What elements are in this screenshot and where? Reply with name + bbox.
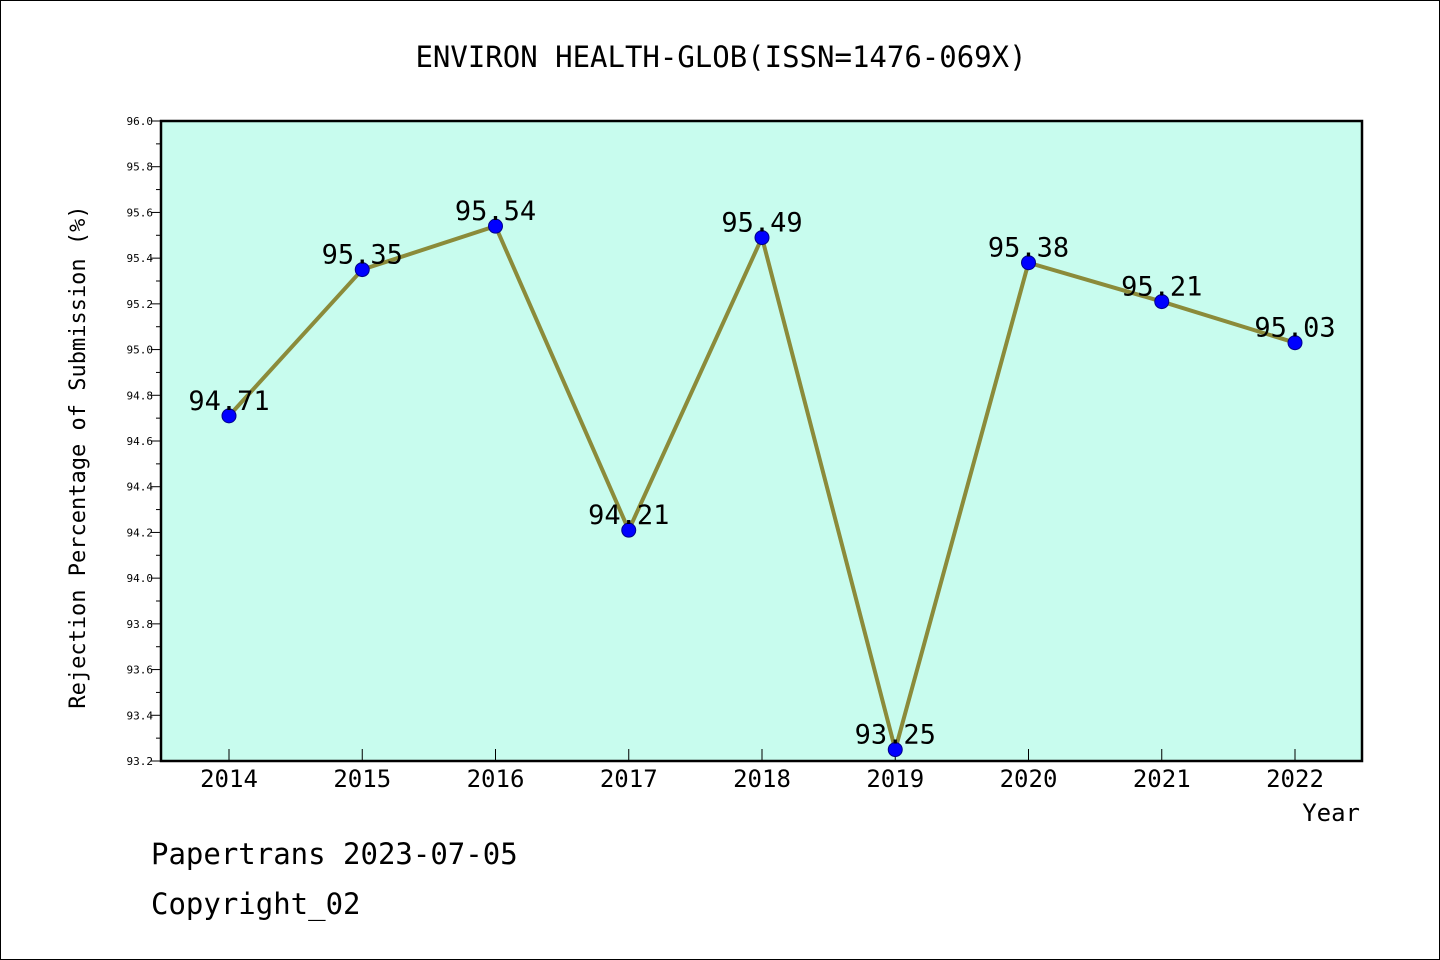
x-tick-label: 2017 — [600, 765, 658, 793]
x-tick-label: 2016 — [467, 765, 525, 793]
y-tick-label: 95.0 — [127, 344, 154, 357]
data-point — [887, 742, 903, 758]
data-label: 94.21 — [588, 500, 669, 531]
y-tick-label: 95.6 — [127, 206, 154, 219]
data-point — [754, 230, 770, 246]
data-label: 95.49 — [721, 208, 802, 239]
plot-area — [161, 121, 1362, 761]
x-tick-label: 2019 — [866, 765, 924, 793]
data-label: 95.54 — [455, 196, 536, 227]
data-point — [354, 262, 370, 278]
plot-border — [159, 119, 1364, 763]
data-label: 95.21 — [1121, 272, 1202, 303]
y-tick-label: 95.8 — [127, 161, 154, 174]
chart-title: ENVIRON HEALTH-GLOB(ISSN=1476-069X) — [415, 40, 1026, 74]
y-tick-label: 93.2 — [127, 755, 154, 768]
x-tick-label: 2018 — [733, 765, 791, 793]
data-label: 93.25 — [855, 720, 936, 751]
data-label: 95.03 — [1254, 313, 1335, 344]
data-point — [1287, 335, 1303, 351]
data-point — [221, 408, 237, 424]
data-point — [1021, 255, 1036, 271]
y-tick-label: 94.2 — [127, 526, 154, 539]
series-line-group — [221, 218, 1303, 758]
x-tick-label: 2020 — [1000, 765, 1058, 793]
y-tick-label: 94.6 — [127, 435, 154, 448]
y-tick-label: 94.0 — [127, 572, 154, 585]
y-tick-label: 94.4 — [127, 481, 154, 494]
y-tick-label: 95.4 — [127, 252, 154, 265]
y-tick-label: 93.6 — [127, 664, 154, 677]
x-axis-label: Year — [1302, 799, 1360, 827]
x-tick-label: 2015 — [333, 765, 391, 793]
y-tick-label: 96.0 — [127, 115, 154, 128]
x-tick-label: 2014 — [200, 765, 258, 793]
y-axis-ticks: 93.2 93.4 93.6 93.8 94.0 94.2 94.4 94.6 94.8 95.0… — [127, 115, 161, 768]
y-tick-label: 95.2 — [127, 298, 154, 311]
y-tick-label: 93.8 — [127, 618, 154, 631]
data-point — [621, 522, 637, 538]
data-label: 95.38 — [988, 233, 1069, 264]
y-axis-label: Rejection Percentage of Submission (%) — [66, 205, 91, 708]
x-tick-label: 2021 — [1133, 765, 1191, 793]
data-point — [1154, 294, 1170, 310]
y-tick-label: 93.4 — [127, 709, 154, 722]
data-labels-group: 94.71 95.35 95.54 94.21 95.49 93.25 95.38 95.21… — [188, 196, 1335, 750]
footer-copyright-text: Copyright_02 — [151, 887, 361, 921]
footer-date-text: Papertrans 2023-07-05 — [151, 837, 518, 871]
data-point — [488, 218, 503, 234]
x-axis-ticks: 2014 2015 2016 2017 2018 2019 2020 2021 2022 — [200, 749, 1324, 793]
y-tick-label: 94.8 — [127, 389, 154, 402]
x-tick-label: 2022 — [1266, 765, 1324, 793]
data-label: 95.35 — [322, 240, 403, 271]
data-label: 94.71 — [188, 386, 269, 417]
